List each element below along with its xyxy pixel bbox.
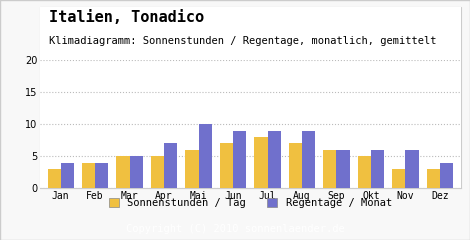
Bar bbox=[61, 163, 74, 188]
Bar bbox=[164, 144, 177, 188]
Bar bbox=[289, 144, 302, 188]
Text: Copyright (C) 2010 sonnenlaender.de: Copyright (C) 2010 sonnenlaender.de bbox=[125, 224, 345, 234]
Bar bbox=[47, 169, 61, 188]
Bar bbox=[186, 150, 198, 188]
Bar bbox=[323, 150, 337, 188]
Bar bbox=[406, 150, 419, 188]
Legend: Sonnenstunden / Tag, Regentage / Monat: Sonnenstunden / Tag, Regentage / Monat bbox=[109, 198, 392, 208]
Bar bbox=[220, 144, 233, 188]
Bar bbox=[371, 150, 384, 188]
Bar bbox=[95, 163, 108, 188]
Bar bbox=[440, 163, 453, 188]
Bar bbox=[130, 156, 143, 188]
Bar bbox=[302, 131, 315, 188]
Bar bbox=[267, 131, 281, 188]
Bar bbox=[82, 163, 95, 188]
Bar bbox=[198, 124, 212, 188]
Bar bbox=[392, 169, 406, 188]
Bar bbox=[151, 156, 164, 188]
Bar bbox=[233, 131, 246, 188]
Bar bbox=[427, 169, 440, 188]
Bar bbox=[337, 150, 350, 188]
Text: Klimadiagramm: Sonnenstunden / Regentage, monatlich, gemittelt: Klimadiagramm: Sonnenstunden / Regentage… bbox=[49, 36, 437, 46]
Bar bbox=[117, 156, 130, 188]
Text: Italien, Tonadico: Italien, Tonadico bbox=[49, 10, 204, 25]
Bar bbox=[358, 156, 371, 188]
Bar bbox=[254, 137, 267, 188]
